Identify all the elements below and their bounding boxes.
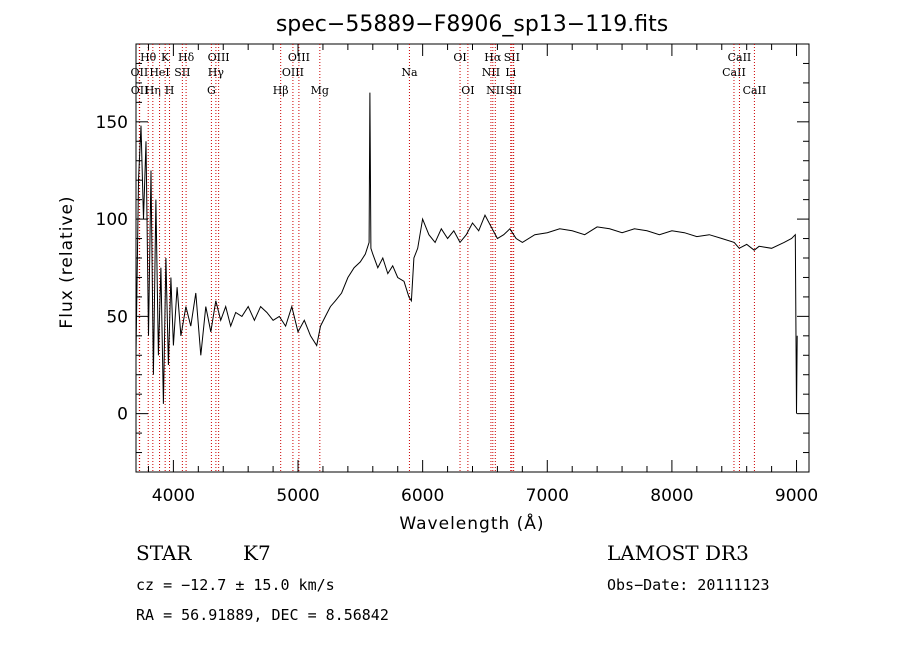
spectrum-line [135, 92, 798, 414]
line-marker-label-17: OΙ [453, 51, 466, 64]
plot-frame [135, 43, 810, 473]
line-marker-label-20: Hα [484, 51, 502, 64]
line-marker-label-11: OΙΙΙ [208, 51, 230, 64]
line-marker-label-2: Hθ [140, 51, 157, 64]
x-tick-label-3: 7000 [526, 486, 569, 506]
line-marker-label-14: OΙΙΙ [288, 51, 310, 64]
line-marker-label-7: SΙΙ [174, 66, 190, 79]
redshift-text: cz = −12.7 ± 15.0 km/s [136, 576, 335, 594]
line-marker-label-27: CaΙΙ [743, 84, 767, 97]
x-tick-label-0: 4000 [152, 486, 195, 506]
x-tick-label-2: 6000 [401, 486, 444, 506]
y-tick-label-3: 150 [96, 113, 128, 133]
line-marker-label-0: OΙΙ [131, 66, 149, 79]
x-tick-label-4: 8000 [650, 486, 693, 506]
object-class: STAR [136, 541, 192, 565]
footer-info: STAR K7 LAMOST DR3 cz = −12.7 ± 15.0 km/… [136, 541, 770, 624]
line-marker-label-18: OΙ [461, 84, 474, 97]
line-marker-label-12: Hβ [273, 84, 289, 97]
coordinates-text: RA = 56.91889, DEC = 8.56842 [136, 606, 389, 624]
line-marker-label-9: G [207, 84, 216, 97]
chart-title: spec−55889−F8906_sp13−119.fits [276, 12, 668, 37]
object-subclass: K7 [243, 541, 271, 565]
line-marker-label-23: SΙΙ [504, 51, 520, 64]
x-tick-label-5: 9000 [775, 486, 818, 506]
line-marker-label-8: Hδ [178, 51, 195, 64]
line-marker-label-3: Hη [145, 84, 161, 97]
line-marker-label-21: NΙΙ [486, 84, 504, 97]
y-tick-label-2: 100 [96, 210, 128, 230]
x-axis-label: Wavelength (Å) [399, 512, 544, 534]
line-marker-label-16: Na [401, 66, 418, 79]
line-marker-label-5: K [161, 51, 170, 64]
line-marker-label-25: CaΙΙ [722, 66, 746, 79]
obs-date-text: Obs−Date: 20111123 [607, 576, 770, 594]
survey-name: LAMOST DR3 [607, 541, 749, 565]
line-marker-label-1: OΙΙ [131, 84, 149, 97]
line-marker-label-19: NΙΙ [482, 66, 500, 79]
x-tick-label-1: 5000 [276, 486, 319, 506]
line-marker-label-24: SΙΙ [506, 84, 522, 97]
y-tick-label-1: 50 [106, 307, 128, 327]
line-marker-label-15: Mg [311, 84, 329, 97]
line-markers: OΙΙ OΙΙ Hθ Hη HeΙ K H SΙΙ Hδ G Hγ OΙΙΙ Hβ OΙΙΙ OΙΙΙ Mg N… [131, 44, 767, 472]
line-marker-label-10: Hγ [208, 66, 225, 79]
y-tick-label-0: 0 [117, 405, 128, 425]
line-marker-label-26: CaΙΙ [728, 51, 752, 64]
line-marker-label-4: HeΙ [149, 66, 169, 79]
y-axis-label: Flux (relative) [57, 195, 77, 328]
plot-area: OΙΙ OΙΙ Hθ Hη HeΙ K H SΙΙ Hδ G Hγ OΙΙΙ Hβ OΙΙΙ OΙΙΙ Mg N… [96, 43, 818, 506]
line-marker-label-6: H [165, 84, 175, 97]
line-marker-label-13: OΙΙΙ [282, 66, 304, 79]
axis-ticks: 4000 5000 6000 7000 8000 9000 0 50 100 150 [96, 44, 818, 506]
line-marker-label-22: Li [505, 66, 516, 79]
